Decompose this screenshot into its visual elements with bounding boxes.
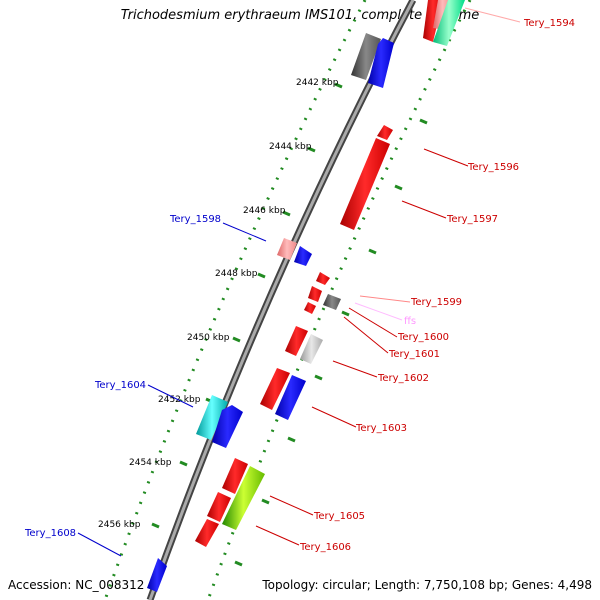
gene-teal-top: [433, 0, 465, 46]
gene-tery-1604-arrow: [212, 405, 243, 448]
gene-label-ffs: ffs: [404, 316, 416, 327]
kbp-label-2446: 2446 kbp: [243, 206, 286, 216]
accession-text: Accession: NC_008312: [8, 578, 145, 592]
gene-label-tery-1597: Tery_1597: [446, 214, 498, 225]
gene-tery-1608-arrow: [147, 558, 167, 592]
kbp-label-2456: 2456 kbp: [98, 520, 141, 530]
gene-tery-1597-arrow: [340, 138, 390, 230]
gene-tery-1601-arrow: [285, 326, 308, 356]
gene-label-tery-1608: Tery_1608: [24, 528, 76, 539]
gene-blue-2442: [368, 38, 394, 88]
gene-features: [147, 0, 465, 592]
gene-label-tery-1598: Tery_1598: [169, 214, 221, 225]
major-ticks: [151, 82, 343, 529]
gene-tery-1605-green: [222, 466, 265, 530]
gene-tery-1605-red-mid: [207, 492, 231, 522]
gene-label-tery-1605: Tery_1605: [313, 511, 365, 522]
gene-label-tery-1594: Tery_1594: [523, 18, 575, 29]
kbp-label-2450: 2450 kbp: [187, 333, 230, 343]
gene-tery-1603-arrow: [275, 375, 306, 420]
right-major-ticks: [234, 118, 428, 567]
gene-label-tery-1602: Tery_1602: [377, 373, 429, 384]
gene-small-red: [304, 302, 316, 314]
topology-text: Topology: circular; Length: 7,750,108 bp…: [262, 578, 592, 592]
gene-label-tery-1606: Tery_1606: [299, 542, 351, 553]
gene-tery-1606-arrow: [195, 519, 219, 547]
gene-tery-1604-cyan: [196, 395, 228, 440]
gene-tery-1603-red: [260, 368, 290, 410]
gene-tery-1596-arrow: [377, 125, 393, 140]
gene-label-tery-1601: Tery_1601: [388, 349, 440, 360]
leader-lines: [77, 7, 521, 557]
kbp-label-2444: 2444 kbp: [269, 142, 312, 152]
gene-tery-1598-pink: [277, 238, 297, 260]
gene-tery-1605-red-top: [222, 458, 248, 494]
genome-backbone: [146, 0, 417, 600]
left-tick-track: [103, 0, 367, 600]
kbp-label-2454: 2454 kbp: [129, 458, 172, 468]
gene-grey-2442: [351, 33, 381, 80]
gene-label-tery-1600: Tery_1600: [397, 332, 449, 343]
gene-tery-1599-arrow: [316, 272, 330, 285]
gene-tery-1602-arrow: [300, 334, 323, 364]
gene-label-tery-1603: Tery_1603: [355, 423, 407, 434]
gene-label-tery-1596: Tery_1596: [467, 162, 519, 173]
gene-label-tery-1599: Tery_1599: [410, 297, 462, 308]
gene-tery-1600-arrow: [308, 286, 322, 302]
gene-tery-1600-grey: [323, 294, 341, 310]
gene-labels: Tery_1594 Tery_1596 Tery_1597 Tery_1598 …: [24, 18, 575, 553]
gene-tery-1598-arrow: [294, 246, 312, 266]
genome-backbone-highlight: [148, 0, 415, 600]
gene-label-tery-1604: Tery_1604: [94, 380, 146, 391]
kbp-label-2442: 2442 kbp: [296, 78, 339, 88]
map-title: Trichodesmium erythraeum IMS101, complet…: [120, 8, 480, 23]
kbp-label-2448: 2448 kbp: [215, 269, 258, 279]
